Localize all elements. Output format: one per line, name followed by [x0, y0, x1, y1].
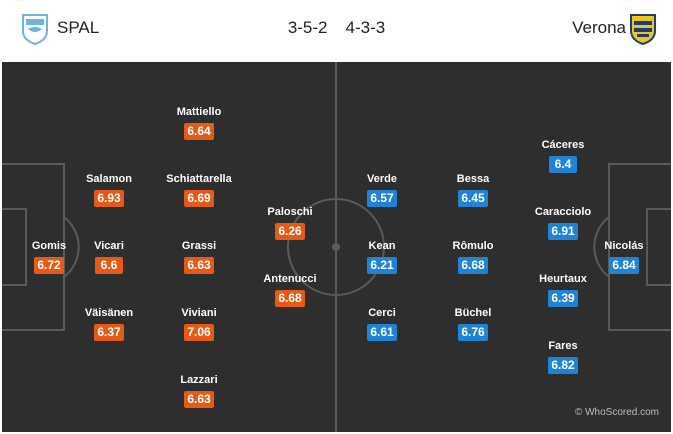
player-name: Cerci: [368, 307, 396, 319]
player-name: Büchel: [454, 307, 492, 319]
player-rating: 6.72: [34, 257, 64, 274]
player-card[interactable]: Väisänen 6.37: [69, 307, 149, 341]
away-formation: 4-3-3: [345, 18, 386, 37]
home-formation: 3-5-2: [287, 18, 328, 37]
player-card[interactable]: Nicolás 6.84: [584, 240, 664, 274]
player-card[interactable]: Heurtaux 6.39: [523, 273, 603, 307]
pitch-lines: [2, 62, 671, 432]
player-name: Kean: [368, 240, 396, 252]
player-card[interactable]: Cáceres 6.4: [523, 139, 603, 173]
player-card[interactable]: Viviani 7.06: [159, 307, 239, 341]
player-card[interactable]: Rômulo 6.68: [433, 240, 513, 274]
away-team-name: Verona: [572, 18, 626, 37]
player-name: Mattiello: [176, 106, 222, 118]
player-rating: 6.64: [184, 123, 214, 140]
player-card[interactable]: Cerci 6.61: [342, 307, 422, 341]
player-rating: 6.91: [548, 223, 578, 240]
player-rating: 6.21: [367, 257, 397, 274]
player-name: Grassi: [181, 240, 217, 252]
player-rating: 6.76: [458, 324, 488, 341]
player-name: Fares: [548, 340, 578, 352]
player-rating: 6.26: [275, 223, 305, 240]
watermark: © WhoScored.com: [574, 407, 659, 418]
player-name: Verde: [367, 173, 397, 185]
player-name: Paloschi: [267, 206, 313, 218]
player-card[interactable]: Paloschi 6.26: [250, 206, 330, 240]
player-card[interactable]: Caracciolo 6.91: [523, 206, 603, 240]
player-card[interactable]: Bessa 6.45: [433, 173, 513, 207]
player-name: Bessa: [456, 173, 490, 185]
player-rating: 6.93: [94, 190, 124, 207]
player-rating: 6.68: [275, 290, 305, 307]
player-card[interactable]: Fares 6.82: [523, 340, 603, 374]
player-name: Lazzari: [180, 374, 218, 386]
player-name: Rômulo: [452, 240, 494, 252]
player-rating: 6.61: [367, 324, 397, 341]
spal-crest-icon: [22, 14, 48, 45]
home-team-name: SPAL: [57, 18, 100, 37]
player-rating: 6.45: [458, 190, 488, 207]
player-card[interactable]: Lazzari 6.63: [159, 374, 239, 408]
player-rating: 6.4: [549, 156, 577, 173]
pitch: Gomis 6.72 Salamon 6.93 Vicari 6.6 Väisä…: [2, 62, 671, 432]
player-card[interactable]: Gomis 6.72: [9, 240, 89, 274]
player-rating: 6.69: [184, 190, 214, 207]
player-name: Caracciolo: [534, 206, 592, 218]
player-card[interactable]: Antenucci 6.68: [250, 273, 330, 307]
player-name: Nicolás: [604, 240, 644, 252]
player-card[interactable]: Büchel 6.76: [433, 307, 513, 341]
player-name: Väisänen: [84, 307, 134, 319]
player-rating: 6.63: [184, 391, 214, 408]
player-rating: 6.82: [548, 357, 578, 374]
player-card[interactable]: Vicari 6.6: [69, 240, 149, 274]
formations: 3-5-2 4-3-3: [0, 18, 673, 38]
player-card[interactable]: Verde 6.57: [342, 173, 422, 207]
player-rating: 6.68: [458, 257, 488, 274]
player-name: Heurtaux: [539, 273, 587, 285]
player-rating: 6.63: [184, 257, 214, 274]
player-name: Viviani: [181, 307, 217, 319]
verona-crest-icon: [630, 14, 656, 45]
player-rating: 6.37: [94, 324, 124, 341]
player-rating: 6.57: [367, 190, 397, 207]
match-header: SPAL 3-5-2 4-3-3 Verona: [0, 0, 673, 58]
player-rating: 6.84: [609, 257, 639, 274]
player-card[interactable]: Schiattarella 6.69: [159, 173, 239, 207]
player-card[interactable]: Salamon 6.93: [69, 173, 149, 207]
player-rating: 7.06: [184, 324, 214, 341]
player-card[interactable]: Kean 6.21: [342, 240, 422, 274]
player-name: Schiattarella: [166, 173, 232, 185]
player-rating: 6.6: [95, 257, 123, 274]
player-name: Vicari: [94, 240, 124, 252]
player-card[interactable]: Mattiello 6.64: [159, 106, 239, 140]
player-name: Salamon: [86, 173, 132, 185]
player-name: Antenucci: [263, 273, 317, 285]
player-card[interactable]: Grassi 6.63: [159, 240, 239, 274]
player-name: Gomis: [31, 240, 67, 252]
player-name: Cáceres: [541, 139, 585, 151]
player-rating: 6.39: [548, 290, 578, 307]
